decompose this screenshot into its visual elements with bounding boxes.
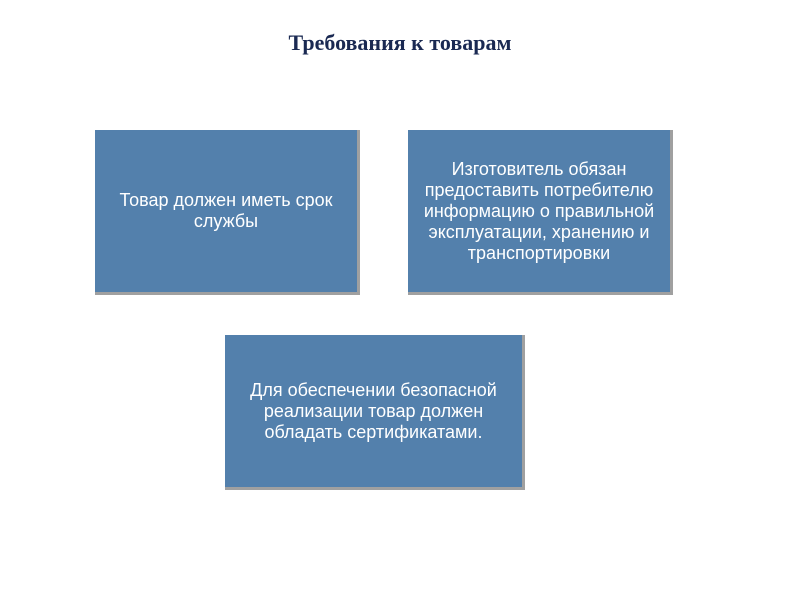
requirement-text-3: Для обеспечении безопасной реализации то… [237, 380, 510, 443]
requirement-text-1: Товар должен иметь срок службы [107, 190, 345, 232]
requirement-box-2: Изготовитель обязан предоставить потреби… [408, 130, 673, 295]
page-title: Требования к товарам [0, 30, 800, 56]
requirement-box-3: Для обеспечении безопасной реализации то… [225, 335, 525, 490]
requirement-text-2: Изготовитель обязан предоставить потреби… [420, 159, 658, 264]
requirement-box-1: Товар должен иметь срок службы [95, 130, 360, 295]
